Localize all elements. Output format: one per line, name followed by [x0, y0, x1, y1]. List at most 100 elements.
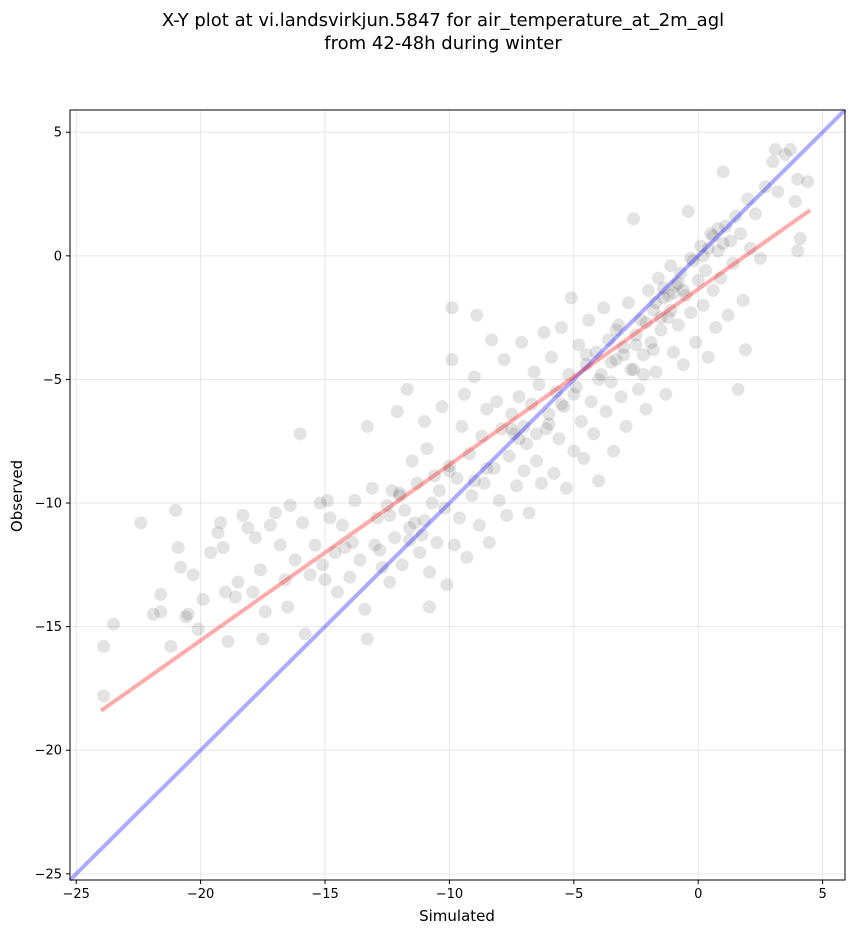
- scatter-point-25: [241, 521, 255, 535]
- scatter-point-27: [248, 531, 262, 545]
- scatter-point-132: [544, 350, 558, 364]
- scatter-point-74: [405, 454, 419, 468]
- scatter-point-212: [743, 241, 757, 255]
- y-tick-label-3: −10: [35, 497, 62, 512]
- scatter-point-73: [403, 521, 417, 535]
- scatter-point-30: [258, 605, 272, 619]
- scatter-point-29: [256, 632, 270, 646]
- scatter-point-97: [457, 387, 471, 401]
- scatter-point-123: [522, 506, 536, 520]
- scatter-point-133: [547, 466, 561, 480]
- scatter-point-71: [398, 503, 412, 517]
- scatter-point-68: [390, 405, 404, 419]
- scatter-point-177: [656, 291, 670, 305]
- scatter-point-5: [154, 587, 168, 601]
- scatter-point-63: [375, 560, 389, 574]
- scatter-point-61: [370, 511, 384, 525]
- scatter-point-87: [435, 400, 449, 414]
- scatter-point-226: [656, 281, 670, 295]
- y-tick-label-0: −25: [35, 867, 62, 882]
- scatter-point-94: [450, 471, 464, 485]
- scatter-point-115: [502, 449, 516, 463]
- y-tick-label-4: −5: [43, 373, 62, 388]
- scatter-point-201: [716, 165, 730, 179]
- scatter-point-57: [360, 632, 374, 646]
- scatter-point-62: [373, 543, 387, 557]
- scatter-point-18: [214, 516, 228, 530]
- scatter-point-256: [554, 397, 568, 411]
- scatter-point-239: [604, 355, 618, 369]
- scatter-point-232: [706, 229, 720, 243]
- scatter-point-194: [699, 264, 713, 278]
- scatter-point-220: [783, 143, 797, 157]
- scatter-point-70: [395, 558, 409, 572]
- scatter-point-222: [791, 172, 805, 186]
- scatter-point-197: [706, 283, 720, 297]
- scatter-point-233: [711, 222, 725, 236]
- scatter-point-207: [731, 382, 745, 396]
- x-tick-label-6: 5: [818, 887, 826, 902]
- scatter-point-119: [512, 390, 526, 404]
- scatter-point-139: [562, 367, 576, 381]
- scatter-point-224: [793, 232, 807, 246]
- scatter-point-120: [515, 335, 529, 349]
- scatter-point-153: [597, 301, 611, 315]
- scatter-point-257: [542, 417, 556, 431]
- scatter-point-183: [671, 318, 685, 332]
- scatter-point-126: [529, 454, 543, 468]
- scatter-point-39: [296, 516, 310, 530]
- scatter-point-259: [609, 323, 623, 337]
- scatter-point-113: [497, 353, 511, 367]
- scatter-point-186: [679, 288, 693, 302]
- scatter-point-225: [801, 175, 815, 189]
- scatter-point-12: [181, 607, 195, 621]
- scatter-point-198: [709, 321, 723, 335]
- scatter-point-230: [639, 316, 653, 330]
- scatter-point-92: [445, 301, 459, 315]
- y-axis-label: Observed: [8, 460, 26, 532]
- scatter-point-135: [552, 432, 566, 446]
- scatter-point-215: [758, 180, 772, 194]
- scatter-point-89: [440, 578, 454, 592]
- scatter-point-206: [729, 209, 743, 223]
- scatter-point-248: [383, 508, 397, 522]
- scatter-point-121: [517, 464, 531, 478]
- scatter-point-253: [592, 372, 606, 386]
- scatter-point-59: [365, 481, 379, 495]
- scatter-point-111: [492, 494, 506, 508]
- x-tick-label-5: 0: [694, 887, 702, 902]
- scatter-point-103: [472, 518, 486, 532]
- grid-lines: [70, 110, 845, 880]
- scatter-point-41: [303, 568, 317, 582]
- scatter-point-15: [196, 592, 210, 606]
- scatter-point-261: [664, 303, 678, 317]
- scatter-point-241: [512, 432, 526, 446]
- scatter-point-145: [577, 452, 591, 466]
- scatter-point-202: [719, 219, 733, 233]
- scatter-point-218: [771, 185, 785, 199]
- scatter-point-11: [179, 610, 193, 624]
- scatter-point-32: [268, 506, 282, 520]
- scatter-point-205: [726, 256, 740, 270]
- scatter-point-244: [467, 474, 481, 488]
- scatter-point-7: [164, 639, 178, 653]
- identity-line: [68, 108, 847, 882]
- scatter-point-255: [567, 387, 581, 401]
- scatter-point-217: [768, 143, 782, 157]
- scatter-point-38: [293, 427, 307, 441]
- scatter-point-158: [609, 353, 623, 367]
- scatter-point-238: [617, 348, 631, 362]
- scatter-point-24: [236, 508, 250, 522]
- scatter-point-112: [495, 422, 509, 436]
- scatter-point-125: [527, 365, 541, 379]
- scatter-point-96: [455, 419, 469, 433]
- scatter-point-56: [358, 602, 372, 616]
- scatter-point-235: [701, 241, 715, 255]
- scatter-point-44: [316, 558, 330, 572]
- scatter-point-130: [539, 422, 553, 436]
- scatter-point-104: [475, 429, 489, 443]
- scatter-point-243: [480, 461, 494, 475]
- scatter-point-26: [246, 585, 260, 599]
- x-tick-label-0: −25: [63, 887, 90, 902]
- scatter-point-208: [734, 227, 748, 241]
